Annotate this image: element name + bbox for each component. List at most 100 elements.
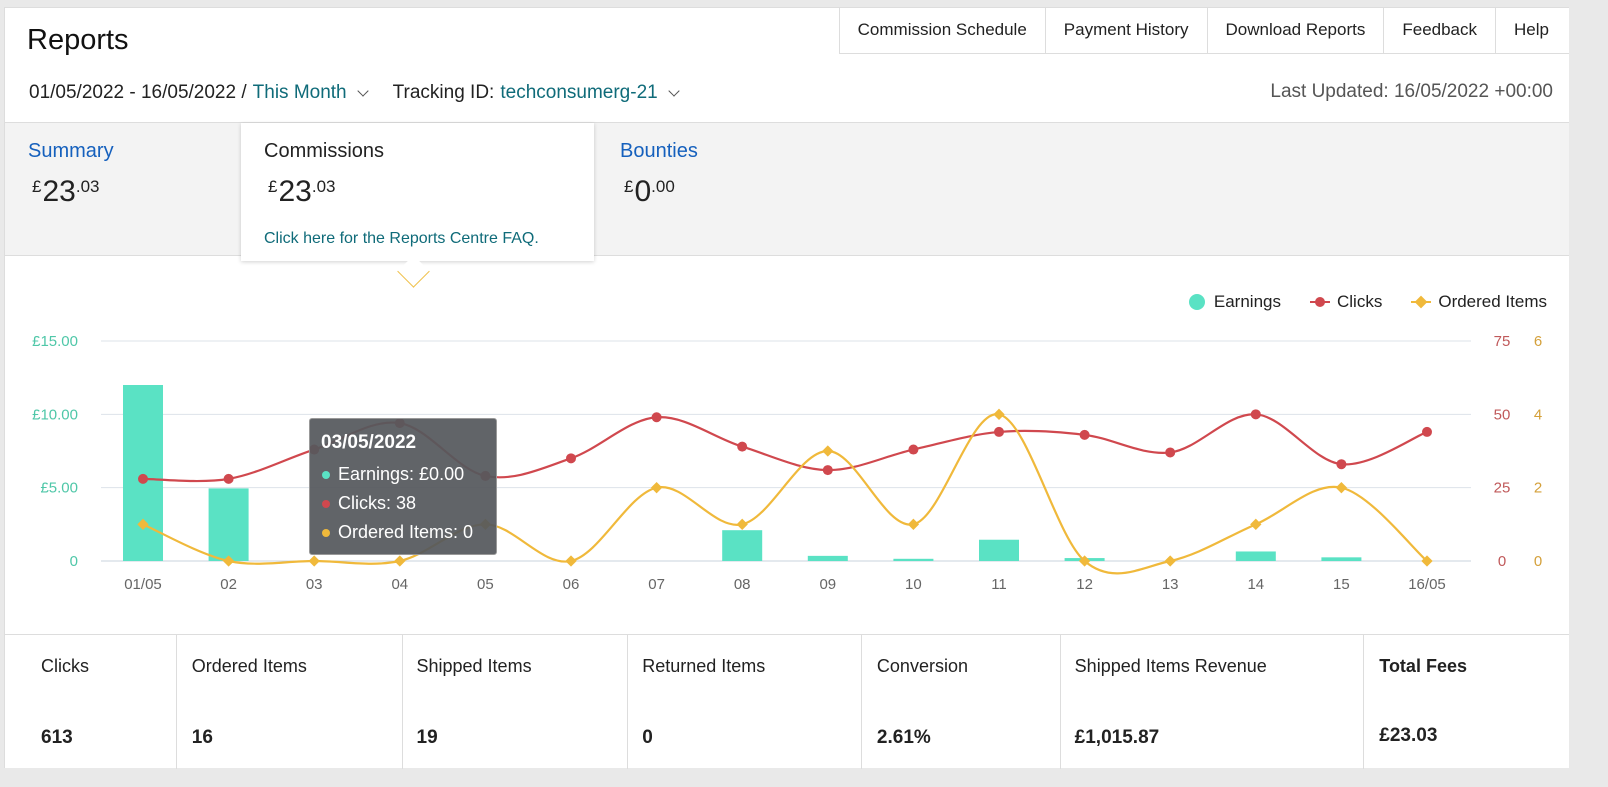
stat-conversion: Conversion 2.61% — [862, 635, 1061, 769]
stats-row: Clicks 613 Ordered Items 16 Shipped Item… — [5, 634, 1569, 769]
stat-conversion-value: 2.61% — [876, 727, 931, 748]
legend-clicks[interactable]: Clicks — [1309, 292, 1382, 312]
tooltip-ordered-text: Ordered Items: 0 — [338, 522, 474, 542]
nav-commission-schedule[interactable]: Commission Schedule — [840, 8, 1046, 53]
tooltip-clicks-text: Clicks: 38 — [338, 493, 417, 513]
ordered-items-line — [142, 413, 1428, 575]
legend-earnings-marker — [1188, 294, 1205, 310]
ordered-items-point — [822, 445, 834, 457]
ordered-items-point — [1250, 518, 1262, 530]
x-tick-label: 12 — [1076, 576, 1093, 593]
period-selector[interactable]: This Month — [252, 82, 347, 103]
x-tick-label: 09 — [819, 576, 836, 593]
x-tick-label: 07 — [648, 576, 665, 593]
stat-returned-label: Returned Items — [642, 656, 766, 676]
stat-returned-value: 0 — [642, 727, 653, 748]
clicks-point — [994, 426, 1004, 437]
x-tick-label: 02 — [220, 576, 237, 593]
clicks-point — [1250, 409, 1261, 420]
bounties-currency: £ — [624, 177, 634, 196]
tooltip-earnings-text: Earnings: £0.00 — [338, 464, 465, 484]
reports-faq-link[interactable]: Click here for the Reports Centre FAQ. — [264, 230, 539, 247]
legend-ordered-marker — [1411, 295, 1432, 309]
x-tick-label: 11 — [991, 576, 1007, 593]
summary-fraction: .03 — [75, 177, 100, 196]
earnings-bar — [979, 539, 1019, 561]
bounties-fraction: .00 — [651, 177, 675, 196]
stat-clicks-value: 613 — [41, 727, 73, 748]
stat-conversion-label: Conversion — [876, 656, 968, 676]
x-tick-label: 13 — [1162, 576, 1179, 593]
x-tick-label: 16/05 — [1408, 576, 1446, 593]
legend-ordered-label: Ordered Items — [1438, 292, 1547, 311]
clicks-point — [651, 412, 662, 423]
tab-summary-label[interactable]: Summary — [28, 140, 114, 162]
tracking-id-selector[interactable]: techconsumerg-21 — [500, 82, 658, 103]
commissions-fraction: .03 — [311, 177, 336, 196]
x-tick-label: 05 — [477, 576, 494, 593]
ordered-items-point — [565, 555, 577, 567]
tab-bounties[interactable]: Bounties £0.00 — [594, 123, 894, 255]
x-tick-label: 10 — [905, 576, 922, 593]
clicks-point — [1336, 459, 1347, 470]
ordered-items-point — [993, 408, 1005, 420]
stat-ordered-items: Ordered Items 16 — [177, 635, 403, 769]
tooltip-clicks-dot — [322, 499, 330, 508]
commissions-currency: £ — [268, 177, 278, 196]
earnings-bar — [722, 530, 763, 561]
y-right-clicks-tick-label: 50 — [1494, 406, 1511, 423]
x-tick-label: 04 — [391, 576, 408, 593]
y-right-items-tick-label: 4 — [1534, 406, 1542, 423]
earnings-bar — [807, 555, 848, 561]
ordered-items-point — [222, 555, 235, 567]
summary-amount: £23.03 — [32, 175, 99, 209]
earnings-bar — [893, 558, 934, 561]
y-right-clicks-tick-label: 25 — [1494, 480, 1511, 497]
summary-whole: 23 — [42, 175, 76, 208]
top-navigation: Commission Schedule Payment History Down… — [838, 8, 1569, 54]
y-right-items-tick-label: 0 — [1534, 553, 1542, 570]
clicks-point — [566, 453, 576, 464]
tab-bounties-label[interactable]: Bounties — [620, 140, 698, 162]
legend-ordered-items[interactable]: Ordered Items — [1410, 292, 1547, 312]
tab-summary[interactable]: Summary £23.03 — [5, 123, 241, 255]
period-chevron-down-icon[interactable] — [356, 85, 369, 97]
x-tick-label: 01/05 — [124, 576, 162, 593]
legend-earnings[interactable]: Earnings — [1186, 292, 1281, 312]
ordered-items-point — [308, 555, 320, 567]
stat-fees-label: Total Fees — [1379, 656, 1467, 676]
nav-help[interactable]: Help — [1514, 20, 1549, 39]
nav-payment-history[interactable]: Payment History — [1046, 8, 1208, 53]
tooltip-ordered-dot — [322, 528, 330, 537]
earnings-bar — [1321, 557, 1362, 561]
clicks-point — [1079, 429, 1090, 440]
clicks-point — [138, 473, 148, 484]
stat-shipped-value: 19 — [416, 727, 438, 748]
nav-feedback[interactable]: Feedback — [1384, 8, 1497, 53]
stat-revenue-value: £1,015.87 — [1074, 727, 1160, 748]
tracking-chevron-down-icon[interactable] — [668, 85, 680, 97]
tooltip-ordered: Ordered Items: 0 — [322, 522, 473, 543]
tooltip-earnings: Earnings: £0.00 — [322, 464, 464, 485]
ordered-items-point — [394, 555, 406, 567]
last-updated: Last Updated: 16/05/2022 +00:00 — [1270, 81, 1553, 102]
clicks-point — [1422, 426, 1432, 437]
y-right-items-tick-label: 6 — [1534, 333, 1542, 350]
bounties-amount: £0.00 — [624, 175, 675, 209]
tab-commissions[interactable]: Commissions £23.03 Click here for the Re… — [241, 123, 594, 261]
stat-clicks: Clicks 613 — [5, 635, 177, 769]
summary-currency: £ — [32, 177, 42, 196]
tab-commissions-label[interactable]: Commissions — [264, 140, 385, 162]
ordered-items-point — [650, 482, 663, 494]
stat-ordered-label: Ordered Items — [191, 656, 307, 676]
report-tabs: Summary £23.03 Commissions £23.03 Click … — [5, 122, 1569, 261]
nav-download-reports[interactable]: Download Reports — [1208, 8, 1385, 53]
reports-page: Reports Commission Schedule Payment Hist… — [4, 7, 1569, 769]
filters-bar: 01/05/2022 - 16/05/2022 / This Month Tra… — [29, 82, 704, 104]
stat-fees-value: £23.03 — [1379, 725, 1438, 746]
stat-clicks-label: Clicks — [41, 656, 89, 676]
ordered-items-point — [736, 518, 748, 530]
stat-ordered-value: 16 — [191, 727, 213, 748]
date-range: 01/05/2022 - 16/05/2022 / — [29, 82, 247, 103]
